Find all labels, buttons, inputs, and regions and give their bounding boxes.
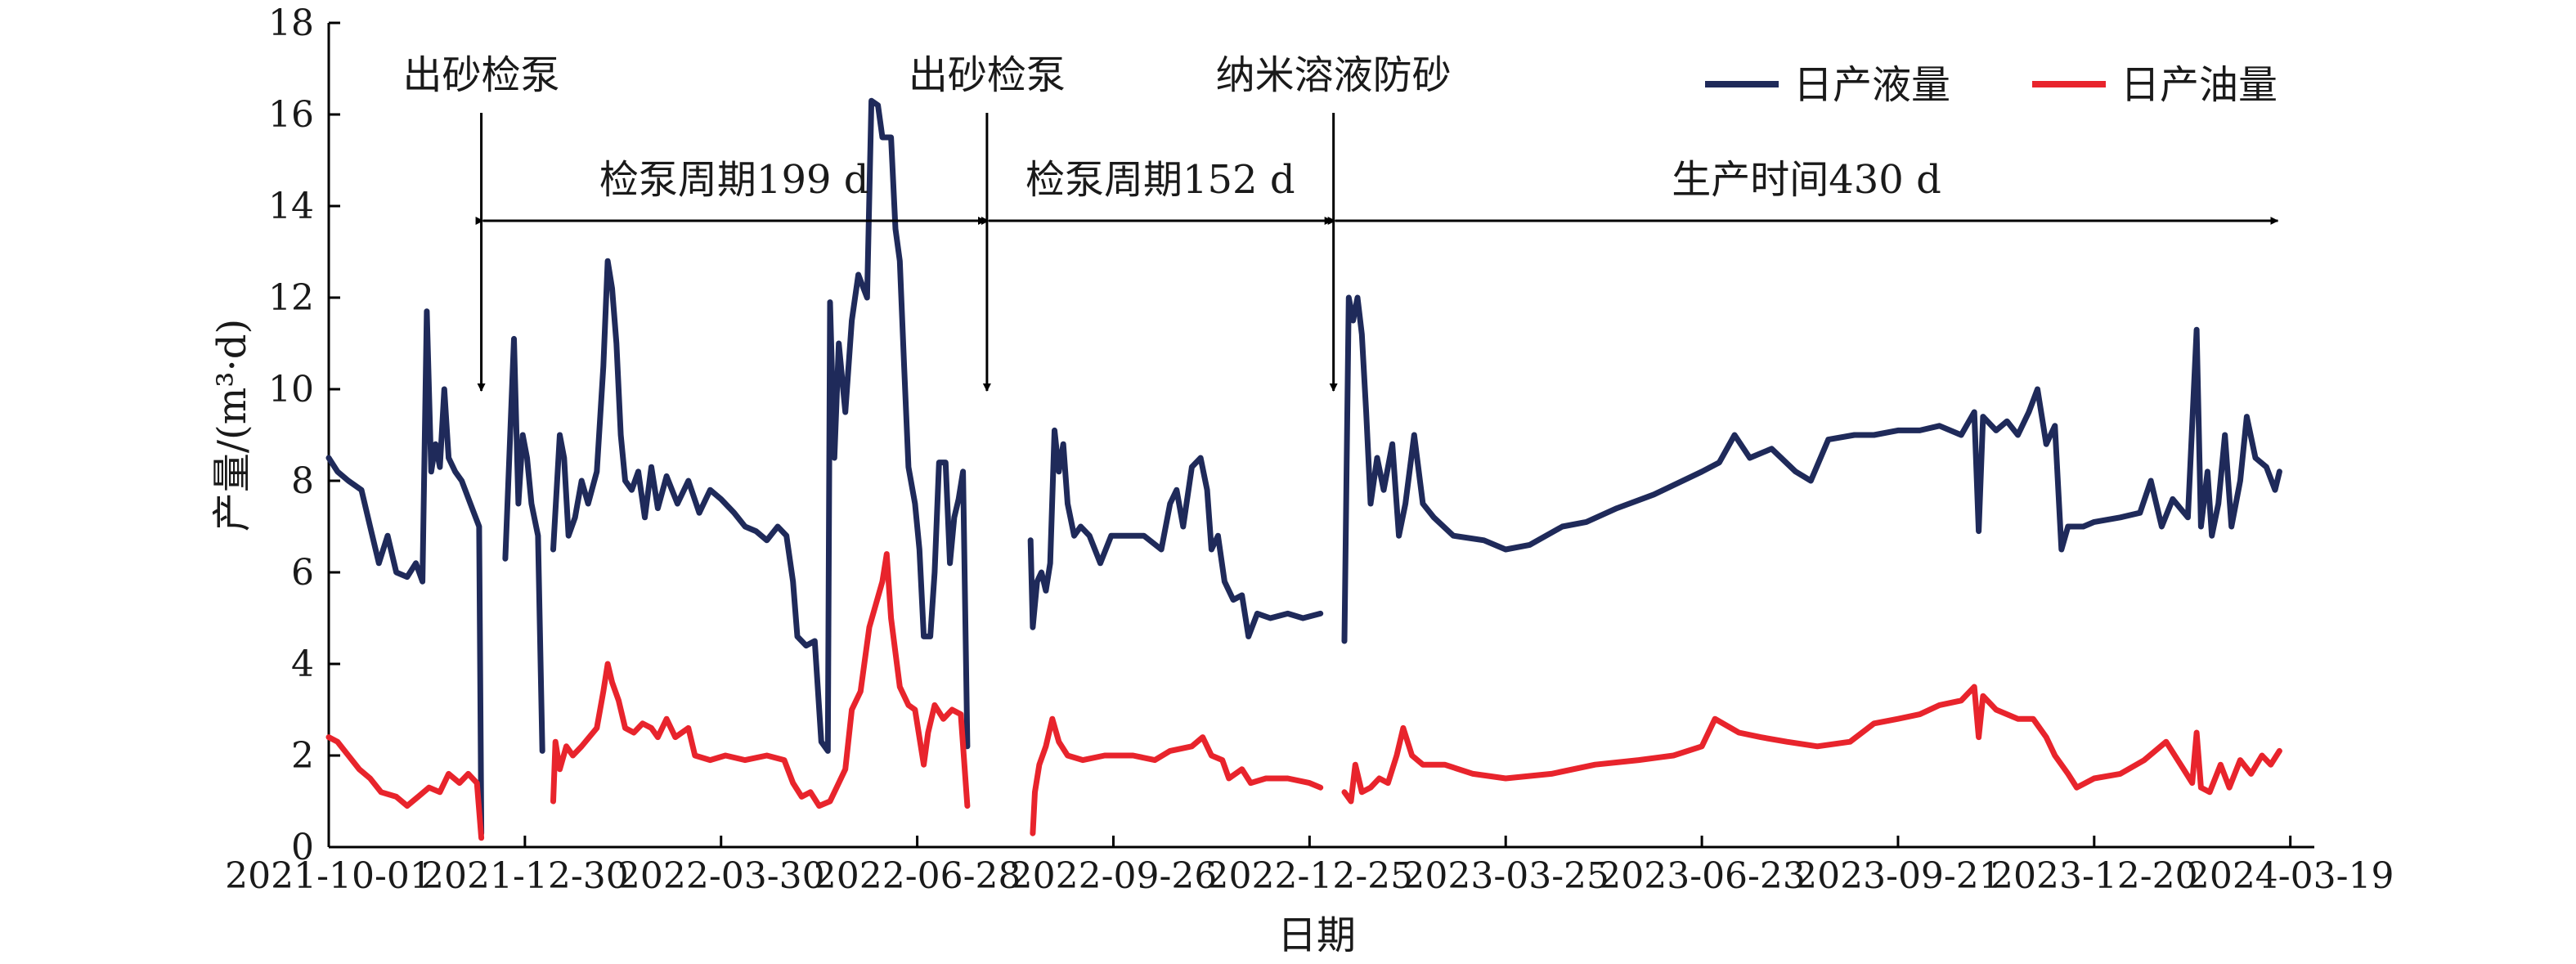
x-tick-label: 2022-09-26 — [1010, 855, 1218, 897]
oil-series-line — [325, 734, 485, 841]
interval-label: 生产时间430 d — [1672, 157, 1941, 203]
y-tick-label: 2 — [291, 735, 314, 777]
event-label: 纳米溶液防砂 — [1216, 52, 1452, 98]
interval-label: 检泵周期152 d — [1025, 157, 1295, 203]
y-tick-label: 10 — [268, 369, 314, 410]
y-tick-label: 14 — [268, 186, 314, 227]
x-tick-label: 2021-10-01 — [225, 855, 433, 897]
y-axis-label: 产量/(m³·d) — [209, 319, 255, 531]
y-tick-label: 0 — [291, 827, 314, 868]
x-tick-label: 2021-12-30 — [421, 855, 629, 897]
liquid-series-line — [325, 308, 485, 836]
x-tick-label: 2022-12-25 — [1205, 855, 1413, 897]
y-tick-label: 18 — [268, 2, 314, 44]
series-layer — [325, 97, 2282, 841]
x-tick-label: 2024-03-19 — [2187, 855, 2394, 897]
y-tick-label: 16 — [268, 94, 314, 136]
x-tick-label: 2023-03-25 — [1402, 855, 1609, 897]
liquid-series-line — [502, 335, 545, 754]
liquid-series-line — [1027, 427, 1324, 639]
y-tick-label: 8 — [291, 460, 314, 502]
y-tick-label: 6 — [291, 552, 314, 594]
oil-series-line — [1341, 684, 2282, 805]
x-tick-label: 2023-09-21 — [1794, 855, 2002, 897]
liquid-series-line — [1341, 294, 2282, 644]
x-tick-label: 2022-06-28 — [814, 855, 1021, 897]
interval-label: 检泵周期199 d — [599, 157, 869, 203]
oil-series-line — [550, 551, 971, 809]
event-label: 出砂检泵 — [909, 52, 1066, 98]
x-tick-label: 2023-06-23 — [1598, 855, 1806, 897]
y-tick-label: 4 — [291, 643, 314, 685]
legend: 日产液量 日产油量 — [1705, 62, 2278, 108]
legend-label-liquid: 日产液量 — [1793, 62, 1950, 108]
y-tick-label: 12 — [268, 277, 314, 319]
axes: 0246810121416182021-10-012021-12-302022-… — [225, 2, 2394, 897]
event-label: 出砂检泵 — [403, 52, 560, 98]
x-axis-label: 日期 — [1277, 912, 1356, 958]
legend-label-oil: 日产油量 — [2120, 62, 2278, 108]
x-tick-label: 2023-12-20 — [1990, 855, 2198, 897]
oil-series-line — [1030, 715, 1324, 836]
liquid-series-line — [550, 97, 971, 754]
x-tick-label: 2022-03-30 — [617, 855, 825, 897]
